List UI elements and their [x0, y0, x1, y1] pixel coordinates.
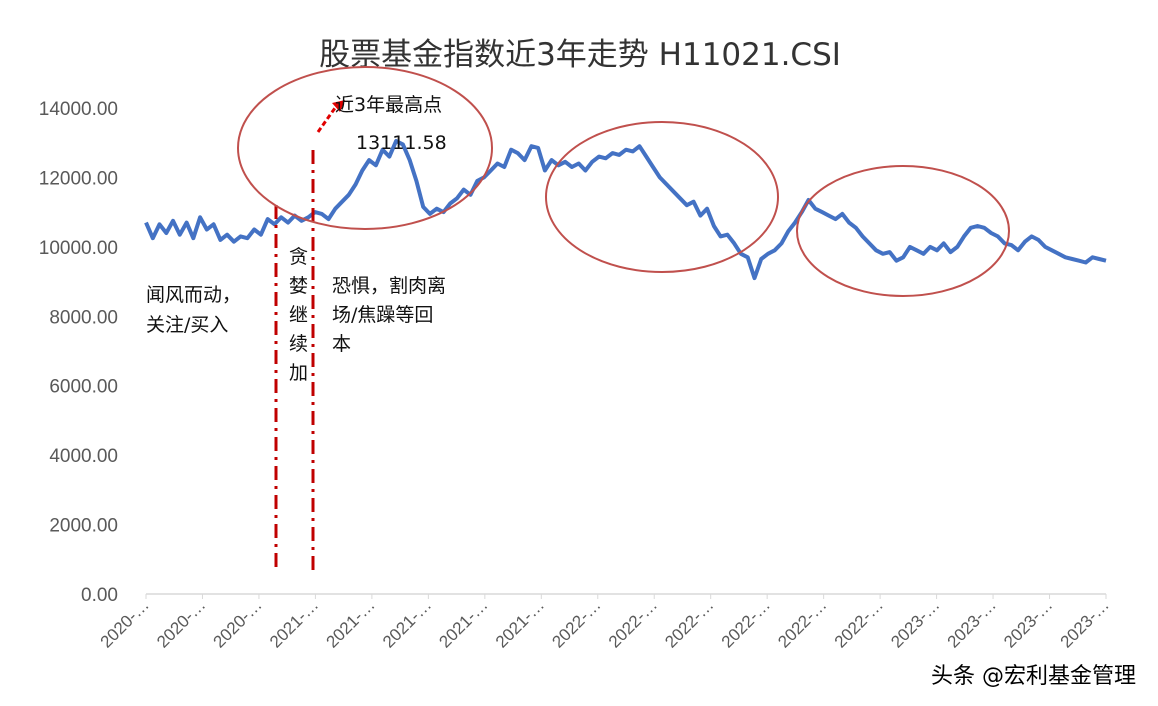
peak-ellipse: [237, 66, 493, 230]
fear-note-line-1: 恐惧，割肉离: [332, 275, 446, 297]
fear-note-line-3: 本: [332, 333, 351, 355]
x-tick-label: 2021-…: [492, 595, 548, 651]
greed-note-char-2: 婪: [289, 275, 308, 297]
x-tick-label: 2021-…: [323, 595, 379, 651]
greed-note-char-4: 续: [289, 333, 308, 355]
x-tick-label: 2021-…: [379, 595, 435, 651]
y-tick-label: 12000.00: [39, 168, 118, 189]
y-tick-label: 0.00: [81, 585, 118, 606]
y-tick-label: 8000.00: [49, 307, 118, 328]
greed-note-char-5: 加: [289, 362, 308, 384]
x-tick-label: 2020-…: [210, 595, 266, 651]
y-tick-label: 6000.00: [49, 377, 118, 398]
peak-arrow: [316, 107, 337, 133]
y-tick-label: 14000.00: [39, 99, 118, 120]
x-tick-label: 2022-…: [548, 595, 604, 651]
x-tick-label: 2020-…: [153, 595, 209, 651]
x-tick-label: 2023-…: [1057, 595, 1113, 651]
x-tick-label: 2022-…: [774, 595, 830, 651]
x-tick-label: 2023-…: [1000, 595, 1056, 651]
x-tick-label: 2023-…: [887, 595, 943, 651]
x-tick-label: 2022-…: [718, 595, 774, 651]
watermark: 头条 @宏利基金管理: [931, 664, 1136, 689]
greed-note-char-1: 贪: [289, 246, 308, 268]
chart-title: 股票基金指数近3年走势 H11021.CSI: [319, 37, 841, 73]
x-axis: 2020-… 2020-… 2020-… 2021-… 2021-… 2021-… 2021…: [97, 594, 1113, 652]
greed-note-char-3: 继: [289, 304, 308, 326]
left-note-line-1: 闻风而动，: [146, 284, 241, 306]
x-tick-label: 2022-…: [831, 595, 887, 651]
x-tick-label: 2021-…: [435, 595, 491, 651]
y-tick-label: 2000.00: [49, 516, 118, 537]
decline-ellipse: [545, 121, 779, 273]
y-tick-label: 10000.00: [39, 238, 118, 259]
peak-value: 13111.58: [356, 132, 447, 154]
peak-arrow-head: [332, 100, 345, 112]
left-note-line-2: 关注/买入: [146, 314, 228, 336]
y-tick-label: 4000.00: [49, 446, 118, 467]
y-axis: 0.00 2000.00 4000.00 6000.00 8000.00 10000.00…: [39, 99, 118, 606]
peak-label: 近3年最高点: [335, 94, 442, 116]
x-tick-label: 2022-…: [661, 595, 717, 651]
x-tick-label: 2021-…: [266, 595, 322, 651]
recent-ellipse: [796, 165, 1010, 297]
series-line: [144, 139, 1107, 281]
fear-note-line-2: 场/焦躁等回: [332, 304, 433, 326]
x-tick-label: 2022-…: [605, 595, 661, 651]
x-tick-label: 2023-…: [944, 595, 1000, 651]
